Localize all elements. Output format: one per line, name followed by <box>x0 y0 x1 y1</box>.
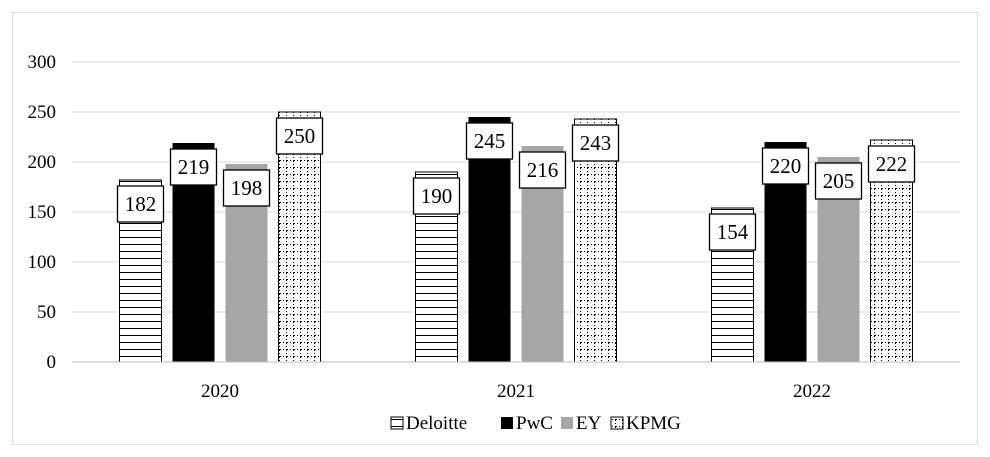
data-label-pwc-2022: 220 <box>770 154 802 178</box>
y-tick-label-0: 0 <box>47 352 57 373</box>
y-tick-label-150: 150 <box>28 202 57 223</box>
y-tick-label-300: 300 <box>28 52 57 73</box>
x-tick-label-2020: 2020 <box>201 381 239 402</box>
y-tick-label-100: 100 <box>28 252 57 273</box>
data-label-ey-2022: 205 <box>823 169 855 193</box>
y-tick-label-50: 50 <box>37 302 56 323</box>
y-tick-label-200: 200 <box>28 152 57 173</box>
x-tick-label-2022: 2022 <box>793 381 831 402</box>
legend-label-kpmg: KPMG <box>626 413 681 434</box>
legend-label-ey: EY <box>576 413 602 434</box>
legend-label-pwc: PwC <box>516 413 553 434</box>
data-label-box-kpmg-2022 <box>867 145 916 183</box>
data-label-deloitte-2022: 154 <box>717 220 749 244</box>
data-label-ey-2020: 198 <box>231 176 263 200</box>
legend-swatch-kpmg <box>610 416 624 430</box>
data-label-box-kpmg-2020 <box>275 117 324 155</box>
data-label-deloitte-2021: 190 <box>421 184 453 208</box>
data-label-box-pwc-2022 <box>761 147 810 185</box>
y-axis-ticks: 0 50 100 150 200 250 300 <box>28 52 57 373</box>
data-label-box-ey-2021 <box>518 151 567 189</box>
y-tick-label-250: 250 <box>28 102 57 123</box>
data-label-pwc-2021: 245 <box>474 129 506 153</box>
data-label-deloitte-2020: 182 <box>125 192 157 216</box>
data-labels: 182 219 198 250 190 245 216 243 154 220 205 222 <box>116 117 916 251</box>
data-label-kpmg-2020: 250 <box>284 124 316 148</box>
legend-swatch-ey <box>561 417 573 429</box>
legend-swatch-deloitte <box>390 416 404 430</box>
legend: Deloitte PwC EY KPMG <box>390 413 681 434</box>
data-label-ey-2021: 216 <box>527 158 559 182</box>
x-tick-label-2021: 2021 <box>497 381 535 402</box>
data-label-box-pwc-2020 <box>169 148 218 186</box>
data-label-box-kpmg-2021 <box>571 124 620 162</box>
data-label-box-deloitte-2022 <box>708 213 757 251</box>
legend-label-deloitte: Deloitte <box>406 413 467 434</box>
data-label-pwc-2020: 219 <box>178 155 210 179</box>
x-axis-ticks: 2020 2021 2022 <box>201 381 831 402</box>
data-label-box-pwc-2021 <box>465 122 514 160</box>
data-label-box-ey-2022 <box>814 162 863 200</box>
gridlines <box>72 61 960 313</box>
data-label-kpmg-2021: 243 <box>580 131 612 155</box>
legend-swatch-pwc <box>501 417 513 429</box>
data-label-kpmg-2022: 222 <box>876 152 908 176</box>
data-label-box-ey-2020 <box>222 169 271 207</box>
data-label-box-deloitte-2020 <box>116 185 165 223</box>
data-label-box-deloitte-2021 <box>412 177 461 215</box>
